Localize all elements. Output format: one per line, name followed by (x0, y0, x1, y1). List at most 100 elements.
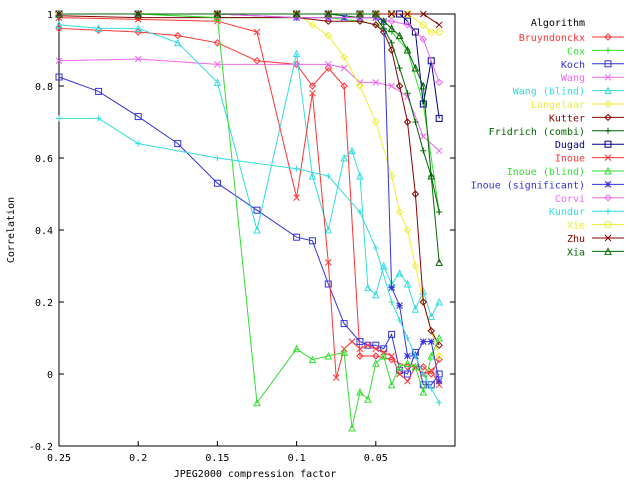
data-point-bruyndonckx (253, 57, 261, 65)
data-point-inoue-blind (387, 380, 396, 389)
series-inoue-blind (55, 9, 443, 432)
data-point-xia (427, 171, 436, 180)
data-point-koch (419, 381, 427, 389)
legend-label: Bruyndonckx (519, 33, 585, 44)
data-point-xia (419, 81, 428, 90)
data-point-wang-blind (213, 78, 222, 86)
legend-entry-bruyndonckx: Bruyndonckx (519, 33, 624, 44)
axes: 0.25 0.2 0.15 0.1 0.05 -0.2 0 0.2 0.4 0.6 0.8 1 (29, 10, 455, 464)
data-point-fridrich-combi (388, 39, 395, 46)
data-point-wang (324, 61, 332, 68)
legend-label: Inoue (significant) (471, 180, 585, 191)
data-point-corvi (387, 17, 396, 25)
data-point-dugad (403, 17, 411, 25)
series-line-kutter (58, 15, 440, 346)
data-point-wang-blind (253, 225, 261, 234)
x-tick-label: 0.25 (47, 453, 71, 464)
data-point-wang-blind (55, 20, 63, 29)
data-point-zhu (435, 21, 443, 29)
data-point-kutter (403, 118, 412, 126)
series-line-fridrich-combi (59, 13, 440, 213)
legend-entry-zhu: Zhu (567, 234, 624, 245)
data-point-bruyndonckx (419, 363, 428, 371)
data-point-langelaar (372, 118, 380, 126)
legend-entry-inoue-significant: Inoue (significant) (471, 180, 624, 191)
legend-entry-koch: Koch (561, 60, 624, 71)
data-point-inoue (372, 345, 380, 353)
data-point-dugad (411, 28, 419, 36)
data-point-langelaar (308, 21, 317, 29)
data-point-kutter (427, 327, 435, 335)
data-point-wang-blind (340, 153, 348, 162)
legend-entry-xie: Xie (567, 221, 624, 232)
legend-entry-cox: Cox (567, 46, 624, 57)
data-point-wang (419, 133, 427, 140)
data-point-bruyndonckx (174, 31, 182, 40)
legend-swatch-marker (604, 221, 612, 229)
data-point-inoue (253, 28, 261, 36)
data-point-xia (292, 9, 301, 18)
series-line-kundur (59, 117, 440, 404)
legend-swatch-marker (604, 154, 612, 161)
data-point-zhu (419, 10, 427, 18)
data-point-langelaar (395, 208, 404, 216)
data-point-langelaar (340, 53, 348, 61)
data-point-inoue-blind (364, 395, 372, 403)
data-point-kundur (396, 317, 403, 323)
data-point-wang (372, 79, 380, 86)
data-point-koch (324, 280, 332, 288)
data-point-inoue (309, 89, 316, 97)
data-point-inoue-blind (419, 387, 428, 396)
data-point-corvi (403, 21, 412, 29)
legend-entry-fridrich-combi: Fridrich (combi) (489, 127, 624, 138)
data-point-bruyndonckx (372, 352, 380, 360)
data-point-wang (388, 82, 395, 90)
legend-entry-dugad: Dugad (555, 140, 624, 151)
data-point-koch (308, 237, 316, 245)
x-tick-label: 0.1 (288, 453, 306, 464)
y-axis-title: Correlation (6, 197, 17, 263)
data-point-koch (95, 87, 103, 95)
data-point-inoue-blind (435, 333, 443, 342)
data-point-kutter (435, 341, 443, 349)
data-point-kutter (419, 298, 428, 306)
series-line-cox (59, 13, 440, 213)
series-line-wang-blind (58, 24, 440, 318)
data-point-cox (388, 29, 395, 35)
legend-label: Kundur (549, 207, 585, 218)
legend-title: Algorithm (531, 18, 585, 29)
legend-entry-xia: Xia (567, 247, 624, 258)
legend-swatch-marker (604, 100, 612, 108)
legend-entry-wang: Wang (561, 73, 624, 84)
data-point-fridrich-combi (436, 209, 443, 215)
data-point-koch (364, 341, 372, 349)
legend-label: Cox (567, 46, 585, 57)
data-point-inoue-blind (340, 348, 348, 356)
data-point-kundur (404, 335, 411, 341)
legend-swatch-marker (605, 208, 611, 215)
data-point-inoue-blind (371, 359, 380, 367)
series-langelaar (55, 10, 443, 360)
data-point-koch (134, 113, 142, 121)
y-tick-label: 0.2 (35, 298, 53, 309)
data-point-xia (324, 9, 333, 18)
legend-swatch-marker (604, 181, 612, 188)
data-point-inoue-blind (324, 351, 333, 360)
x-tick-label: 0.15 (205, 453, 229, 464)
series-line-koch (58, 76, 440, 386)
data-point-kundur (293, 165, 300, 172)
series-line-xia (59, 13, 440, 263)
legend-label: Langelaar (531, 100, 585, 111)
legend-swatch-marker (604, 247, 612, 255)
data-point-inoue (348, 338, 356, 345)
data-point-wang-blind (411, 305, 420, 313)
data-point-xia (435, 258, 443, 266)
data-point-inoue-blind (395, 362, 404, 371)
data-point-inoue-blind (292, 344, 301, 353)
series-kundur (56, 115, 443, 406)
legend-label: Zhu (567, 234, 585, 245)
x-tick-label: 0.2 (129, 453, 147, 464)
data-point-kundur (372, 245, 379, 251)
data-point-inoue (356, 345, 364, 353)
